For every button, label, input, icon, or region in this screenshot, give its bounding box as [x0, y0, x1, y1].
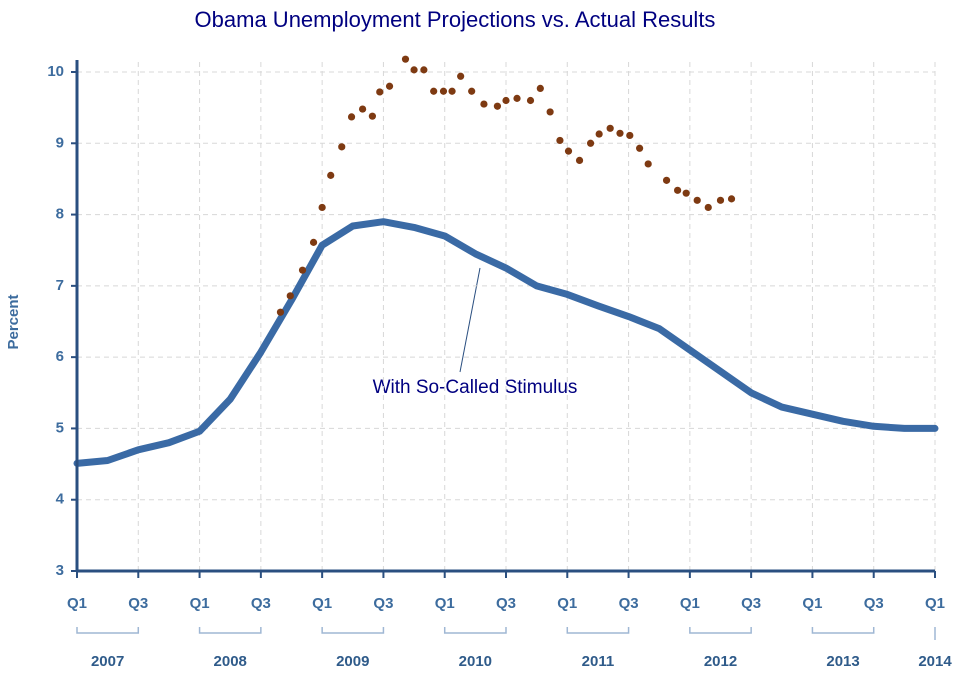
- actual-point: [276, 308, 285, 316]
- actual-point: [347, 113, 356, 121]
- year-bracket: [689, 627, 752, 634]
- year-label: 2012: [704, 653, 737, 670]
- year-label: 2010: [459, 653, 492, 670]
- actual-point: [338, 143, 346, 151]
- actual-point: [401, 55, 410, 63]
- actual-point: [674, 186, 682, 194]
- year-bracket: [566, 627, 630, 634]
- actual-point: [727, 195, 736, 203]
- actual-point: [644, 160, 652, 168]
- actual-point: [693, 196, 701, 204]
- x-tick-label: Q3: [619, 595, 639, 612]
- x-tick-label: Q3: [496, 595, 516, 612]
- y-tick-label: 6: [56, 348, 64, 365]
- actual-point: [556, 136, 564, 145]
- actual-point: [385, 82, 394, 90]
- actual-point: [298, 266, 307, 274]
- actual-point: [564, 147, 573, 155]
- x-tick-label: Q1: [312, 595, 332, 612]
- actual-point: [410, 66, 418, 74]
- year-bracket: [443, 627, 507, 634]
- actual-point: [457, 72, 465, 80]
- grid: [76, 62, 936, 572]
- annotation-pointer: [459, 267, 481, 373]
- actual-point: [575, 156, 584, 164]
- x-tick-label: Q1: [435, 595, 455, 612]
- x-tick-label: Q1: [802, 595, 822, 612]
- actual-point: [626, 131, 634, 140]
- actual-point: [318, 203, 326, 212]
- year-label: 2014: [918, 653, 952, 670]
- actual-point: [327, 171, 335, 179]
- actual-point: [513, 94, 521, 102]
- plot: [73, 55, 939, 467]
- actual-point: [704, 203, 712, 212]
- actual-point: [376, 88, 384, 96]
- year-bracket: [198, 627, 262, 634]
- projection-line: [73, 218, 939, 467]
- y-tick-label: 9: [56, 134, 64, 151]
- y-tick-label: 8: [56, 206, 64, 223]
- actual-point: [468, 87, 476, 95]
- y-tick-label: 4: [56, 491, 65, 508]
- x-tick-label: Q3: [373, 595, 393, 612]
- year-label: 2013: [826, 653, 859, 670]
- actual-point: [606, 124, 614, 132]
- x-tick-label: Q1: [67, 595, 87, 612]
- year-bracket: [811, 627, 875, 634]
- actual-point: [616, 129, 624, 137]
- y-tick-label: 3: [56, 562, 64, 579]
- x-tick-label: Q3: [864, 595, 884, 612]
- actual-point: [480, 100, 488, 108]
- y-tick-label: 5: [56, 419, 64, 436]
- actual-point: [595, 130, 603, 138]
- annotation: With So-Called Stimulus: [373, 377, 578, 398]
- actual-point: [682, 189, 690, 197]
- x-tick-label: Q3: [128, 595, 148, 612]
- year-label: 2008: [214, 653, 247, 670]
- actual-point: [439, 87, 448, 95]
- year-label: 2011: [582, 653, 615, 670]
- x-tick-label: Q3: [251, 595, 271, 612]
- y-tick-label: 10: [47, 63, 64, 80]
- actual-point: [662, 176, 671, 184]
- actual-point: [286, 292, 294, 300]
- year-label: 2009: [336, 653, 369, 670]
- actual-point: [526, 96, 535, 105]
- x-tick-label: Q1: [680, 595, 700, 612]
- y-tick-label: 7: [56, 277, 64, 294]
- year-label: 2007: [91, 653, 124, 670]
- y-axis-label: Percent: [5, 294, 22, 349]
- actual-point: [309, 238, 318, 246]
- year-bracket: [76, 627, 140, 634]
- x-tick-label: Q3: [741, 595, 761, 612]
- actual-point: [502, 96, 510, 105]
- actual-point: [448, 87, 456, 95]
- actual-point: [430, 87, 438, 95]
- actual-point: [536, 84, 544, 92]
- actual-point: [586, 139, 595, 147]
- actual-point: [493, 102, 502, 110]
- year-bracket: [321, 627, 385, 634]
- x-tick-label: Q1: [557, 595, 577, 612]
- actual-point: [358, 105, 367, 113]
- actual-point: [636, 144, 644, 152]
- actual-point: [420, 66, 428, 74]
- actual-point: [368, 112, 376, 120]
- actual-point: [716, 196, 725, 204]
- actual-point: [546, 108, 554, 116]
- chart-title: Obama Unemployment Projections vs. Actua…: [195, 7, 716, 32]
- x-tick-label: Q1: [925, 595, 945, 612]
- x-tick-label: Q1: [190, 595, 210, 612]
